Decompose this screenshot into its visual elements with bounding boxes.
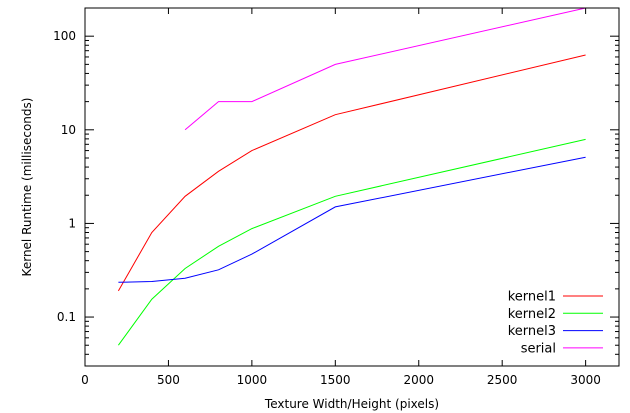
- y-tick-label: 100: [53, 29, 76, 43]
- x-tick-label: 2500: [487, 373, 518, 387]
- tick-layer: 0 500 1000 1500 2000 2500 3000 0.1 1 10 100: [53, 7, 619, 387]
- x-tick-label: 500: [157, 373, 180, 387]
- y-tick-label: 1: [68, 216, 76, 230]
- plot-frame: [84, 7, 620, 367]
- y-tick-label: 10: [61, 123, 76, 137]
- series-line-kernel2: [117, 138, 586, 346]
- legend: kernel1 kernel2 kernel3 serial: [508, 290, 603, 356]
- y-axis-label: Kernel Runtime (milliseconds): [20, 98, 34, 277]
- series-layer: [117, 7, 586, 346]
- x-tick-label: 0: [81, 373, 89, 387]
- x-axis-label: Texture Width/Height (pixels): [264, 397, 439, 411]
- series-line-kernel3: [118, 156, 586, 283]
- series-line-kernel1: [117, 54, 586, 292]
- x-tick-label: 3000: [570, 373, 601, 387]
- legend-label-kernel1: kernel1: [508, 290, 556, 305]
- x-tick-label: 2000: [403, 373, 434, 387]
- x-tick-label: 1000: [237, 373, 268, 387]
- x-tick-label: 1500: [320, 373, 351, 387]
- legend-label-serial: serial: [521, 341, 556, 356]
- legend-label-kernel2: kernel2: [508, 307, 556, 322]
- y-tick-label: 0.1: [57, 310, 76, 324]
- series-line-serial: [184, 7, 586, 131]
- legend-label-kernel3: kernel3: [508, 324, 556, 339]
